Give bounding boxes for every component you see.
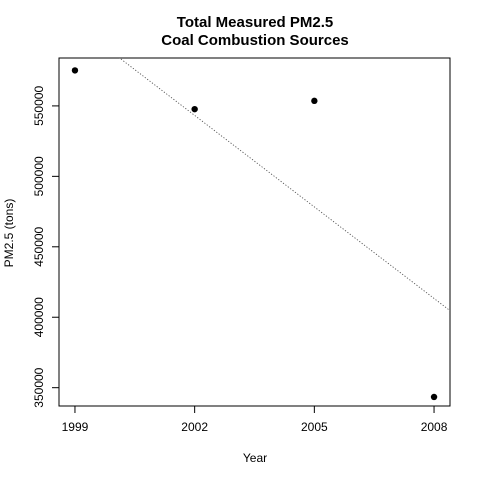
x-tick-label: 2002 xyxy=(181,420,208,434)
data-point xyxy=(311,97,318,105)
y-axis: 350000 400000 450000 500000 550000 xyxy=(32,86,59,408)
data-point xyxy=(430,393,438,401)
data-point xyxy=(71,67,79,74)
y-tick-label: 350000 xyxy=(32,367,46,407)
plot-area xyxy=(58,57,451,407)
y-tick-label: 550000 xyxy=(32,86,46,126)
x-tick-label: 1999 xyxy=(62,420,89,434)
data-points xyxy=(71,67,438,401)
data-point xyxy=(191,105,198,113)
x-tick-label: 2008 xyxy=(421,420,448,434)
y-tick-label: 500000 xyxy=(32,156,46,196)
trendline xyxy=(118,58,450,311)
trendline-group xyxy=(118,58,450,311)
chart-subtitle: Coal Combustion Sources xyxy=(161,32,349,49)
y-axis-label: PM2.5 (tons) xyxy=(2,199,16,268)
y-tick-label: 400000 xyxy=(32,297,46,337)
x-tick-label: 2005 xyxy=(301,420,328,434)
x-axis-label: Year xyxy=(243,451,267,465)
chart-title: Total Measured PM2.5 xyxy=(177,14,333,31)
y-tick-label: 450000 xyxy=(32,226,46,266)
x-axis: 1999 2002 2005 2008 xyxy=(62,406,448,434)
